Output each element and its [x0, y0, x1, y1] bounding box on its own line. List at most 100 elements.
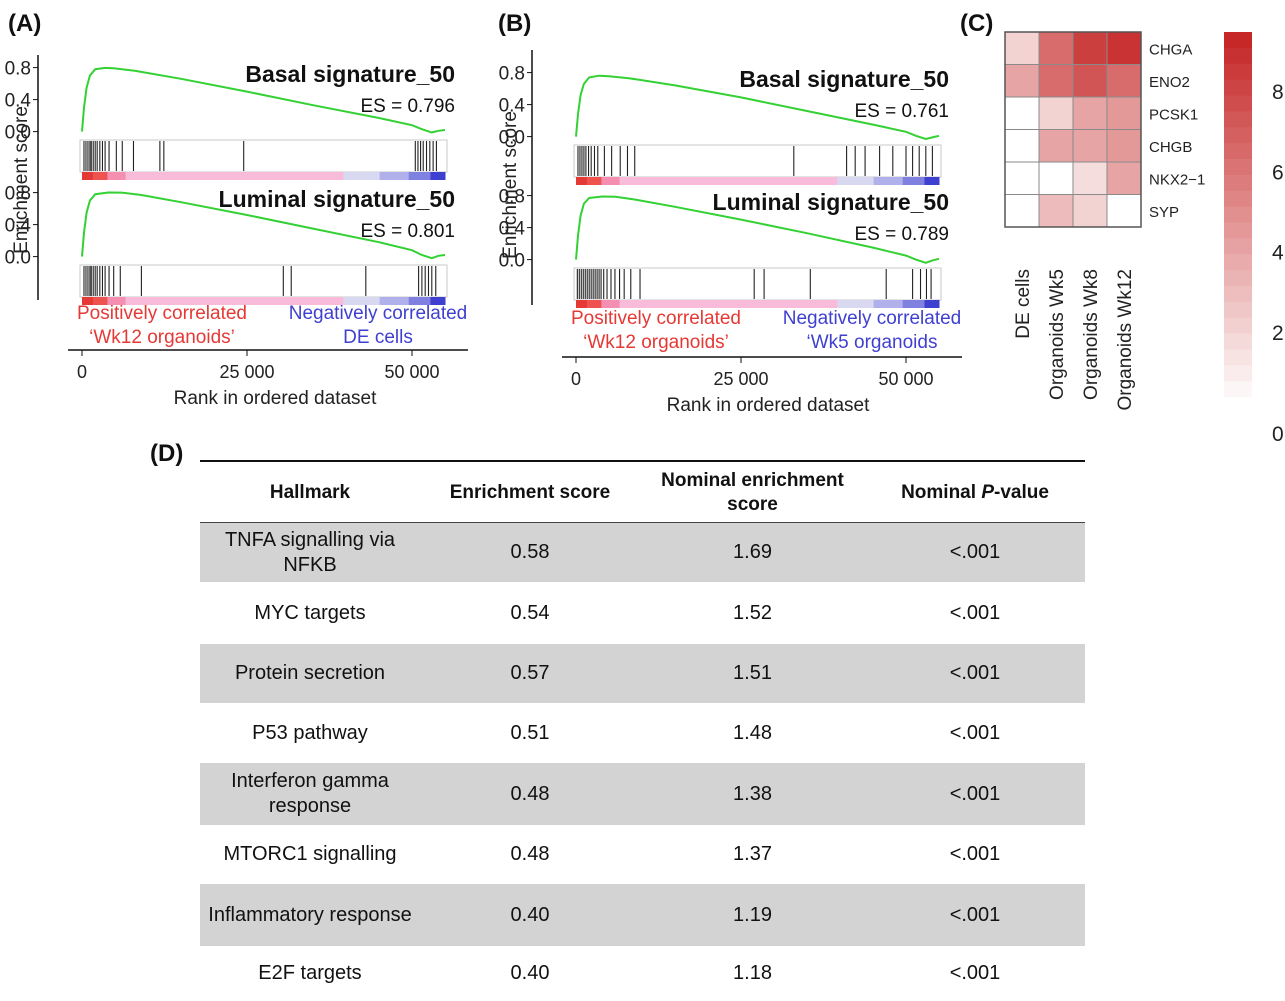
table-row: Protein secretion 0.57 1.51 <.001: [200, 644, 1085, 703]
colorbar-step: [1224, 174, 1252, 192]
enrichment-curve: [575, 195, 940, 264]
x-tick-label: 50 000: [878, 369, 933, 389]
enrichment-score-cell: 0.57: [510, 662, 550, 684]
table-row: Interferon gamma response 0.48 1.38 <.001: [200, 763, 1085, 825]
ranked-metric-bar: [82, 297, 94, 305]
ranked-metric-bar: [873, 300, 904, 308]
hallmark-cell: Interferon gamma response: [200, 763, 420, 825]
y-axis-label: Enrichment score: [11, 106, 32, 254]
colorbar-step: [1224, 286, 1252, 303]
enrichment-score-cell: 0.58: [510, 541, 550, 563]
signature-title: Luminal signature_50: [219, 186, 455, 212]
table-row: MYC targets 0.54 1.52 <.001: [200, 582, 1085, 644]
hallmark-cell-line: NFKB: [283, 553, 337, 576]
ranked-metric-bar: [379, 172, 410, 180]
heatmap-cell: [1072, 96, 1108, 130]
colorbar-step: [1224, 301, 1252, 319]
hallmark-cell-line: Interferon gamma: [231, 770, 389, 792]
signature-title: Basal signature_50: [245, 61, 455, 87]
y-tick-label: 0.0: [499, 128, 525, 149]
colorbar-step: [1224, 222, 1252, 239]
x-axis-label: Rank in ordered dataset: [174, 388, 378, 409]
table-top-rule: [200, 460, 1085, 462]
ranked-metric-bar: [343, 297, 381, 305]
y-tick-label: 0.4: [499, 96, 526, 117]
table-row: Inflammatory response 0.40 1.19 <.001: [200, 884, 1085, 946]
nominal-enrichment-score-cell: 1.52: [733, 601, 772, 624]
ranked-metric-bar: [430, 297, 446, 305]
y-tick-label: 0.0: [5, 123, 31, 144]
enrichment-score-cell: 0.40: [510, 962, 550, 984]
heatmap-row-label: NKX2−1: [1149, 171, 1205, 188]
neg-correlated-label: Negatively correlated: [289, 303, 467, 324]
es-label: ES = 0.801: [360, 221, 455, 242]
heatmap-row-label: SYP: [1149, 204, 1179, 221]
heatmap-cell: [1072, 161, 1108, 195]
heatmap-cell: [1038, 161, 1074, 195]
enrichment-curve: [81, 191, 446, 260]
heatmap-column-label: Organoids Wk8: [1081, 269, 1102, 400]
pos-group-label: ‘Wk12 organoids’: [583, 332, 729, 353]
heatmap-cell: [1004, 194, 1040, 228]
colorbar-step: [1224, 206, 1252, 224]
header-nes-line1: Nominal enrichment: [661, 470, 844, 491]
y-tick-label: 0.0: [5, 248, 31, 269]
heatmap-cell: [1072, 194, 1108, 228]
enrichment-score-cell: 0.48: [510, 843, 550, 865]
ranked-metric-bar: [902, 300, 925, 308]
heatmap-cell: [1072, 64, 1108, 98]
y-tick-label: 0.4: [5, 91, 32, 112]
heatmap-column-label: Organoids Wk12: [1115, 269, 1136, 411]
neg-group-label: DE cells: [343, 327, 413, 348]
heatmap-cell: [1072, 31, 1108, 65]
heatmap-cell: [1004, 31, 1040, 65]
neg-group-label: ‘Wk5 organoids: [807, 332, 938, 353]
heatmap-cell: [1038, 129, 1074, 163]
ranked-metric-bar: [125, 297, 344, 305]
colorbar-step: [1224, 317, 1252, 335]
heatmap-cell: [1106, 129, 1142, 163]
nominal-enrichment-score-cell: 1.37: [733, 843, 772, 865]
hit-box: [573, 267, 942, 301]
es-label: ES = 0.796: [360, 96, 455, 117]
ranked-metric-bar: [430, 172, 446, 180]
header-hallmark: Hallmark: [269, 482, 351, 503]
header-nominal-enrichment-score: Nominal enrichment score: [640, 464, 865, 522]
heatmap-cell: [1038, 64, 1074, 98]
colorbar-step: [1224, 365, 1252, 382]
heatmap-row-label: PCSK1: [1149, 106, 1198, 123]
panel-label-d: (D): [150, 440, 184, 467]
signature-title: Basal signature_50: [739, 66, 949, 92]
colorbar-step: [1224, 159, 1252, 176]
panel-label-c: (C): [960, 10, 994, 37]
hit-box: [573, 144, 942, 178]
nominal-enrichment-score-cell: 1.51: [733, 662, 772, 684]
nominal-enrichment-score-cell: 1.48: [733, 721, 772, 744]
ranked-metric-bar: [107, 172, 127, 180]
colorbar-tick-label: 0: [1272, 423, 1284, 446]
table-header-rule: [200, 522, 1085, 523]
y-tick-label: 0.8: [5, 184, 31, 205]
hit-box: [79, 264, 448, 298]
colorbar-step: [1224, 95, 1252, 112]
colorbar-step: [1224, 63, 1252, 81]
hallmark-cell: E2F targets: [258, 962, 362, 984]
colorbar-step: [1224, 238, 1252, 255]
ranked-metric-bar: [343, 172, 381, 180]
colorbar-step: [1224, 254, 1252, 271]
ranked-metric-bar: [82, 172, 94, 180]
ranked-metric-bar: [619, 177, 838, 185]
enrichment-score-cell: 0.54: [510, 601, 550, 624]
colorbar-step: [1224, 111, 1252, 128]
enrichment-score-cell: 0.40: [510, 903, 550, 926]
heatmap-cell: [1106, 96, 1142, 130]
heatmap-border: [1004, 31, 1142, 228]
y-tick-label: 0.8: [5, 59, 31, 80]
colorbar-step: [1224, 381, 1252, 398]
x-axis-label: Rank in ordered dataset: [667, 395, 871, 416]
heatmap-cell: [1072, 129, 1108, 163]
ranked-metric-bar: [408, 297, 431, 305]
nominal-p-value-cell: <.001: [949, 782, 1001, 805]
